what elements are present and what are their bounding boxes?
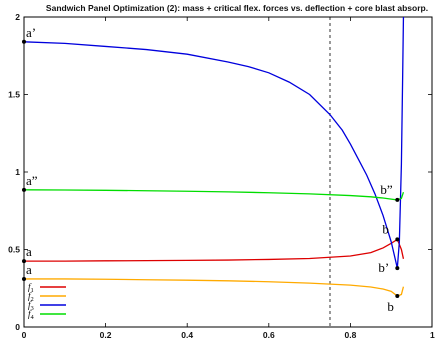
annotation-label: b’ (378, 260, 389, 275)
legend-label-f1: f1 (28, 282, 34, 294)
y-tick-label: 0.5 (8, 245, 20, 255)
annotation-label: a” (26, 173, 38, 188)
annotation-point (22, 276, 26, 281)
x-tick-label: 0 (22, 330, 27, 340)
legend-label-f2: f2 (28, 291, 34, 303)
annotation-point (22, 39, 26, 44)
x-tick-label: 0.6 (263, 330, 275, 340)
y-tick-label: 1.5 (8, 90, 20, 100)
y-tick-label: 1 (15, 167, 20, 177)
series-line-f4 (23, 189, 405, 201)
x-tick-label: 0.8 (344, 330, 356, 340)
annotation-point (22, 259, 26, 264)
annotation-point (395, 294, 400, 298)
series-line-f3 (23, 16, 405, 269)
legend-label-f4: f4 (28, 309, 35, 321)
y-tick-label: 0 (15, 322, 20, 332)
x-tick-label: 1 (430, 330, 435, 340)
y-tick-label: 2 (15, 12, 20, 22)
x-tick-label: 0.4 (181, 330, 193, 340)
annotation-label: b” (380, 182, 393, 197)
annotation-label: a (26, 262, 32, 277)
annotation-label: b (382, 221, 389, 236)
annotation-label: a’ (26, 25, 36, 40)
annotation-point (395, 197, 400, 202)
annotation-label: a (26, 244, 32, 259)
annotation-point (22, 187, 26, 192)
chart-title: Sandwich Panel Optimization (2): mass + … (46, 3, 428, 13)
annotation-point (395, 266, 400, 271)
annotation-point (395, 237, 400, 242)
series-line-f2 (24, 278, 405, 297)
x-tick-label: 0.2 (100, 330, 112, 340)
series-line-f1 (24, 238, 405, 262)
annotation-label: b (387, 299, 394, 314)
legend-label-f3: f3 (28, 300, 34, 312)
